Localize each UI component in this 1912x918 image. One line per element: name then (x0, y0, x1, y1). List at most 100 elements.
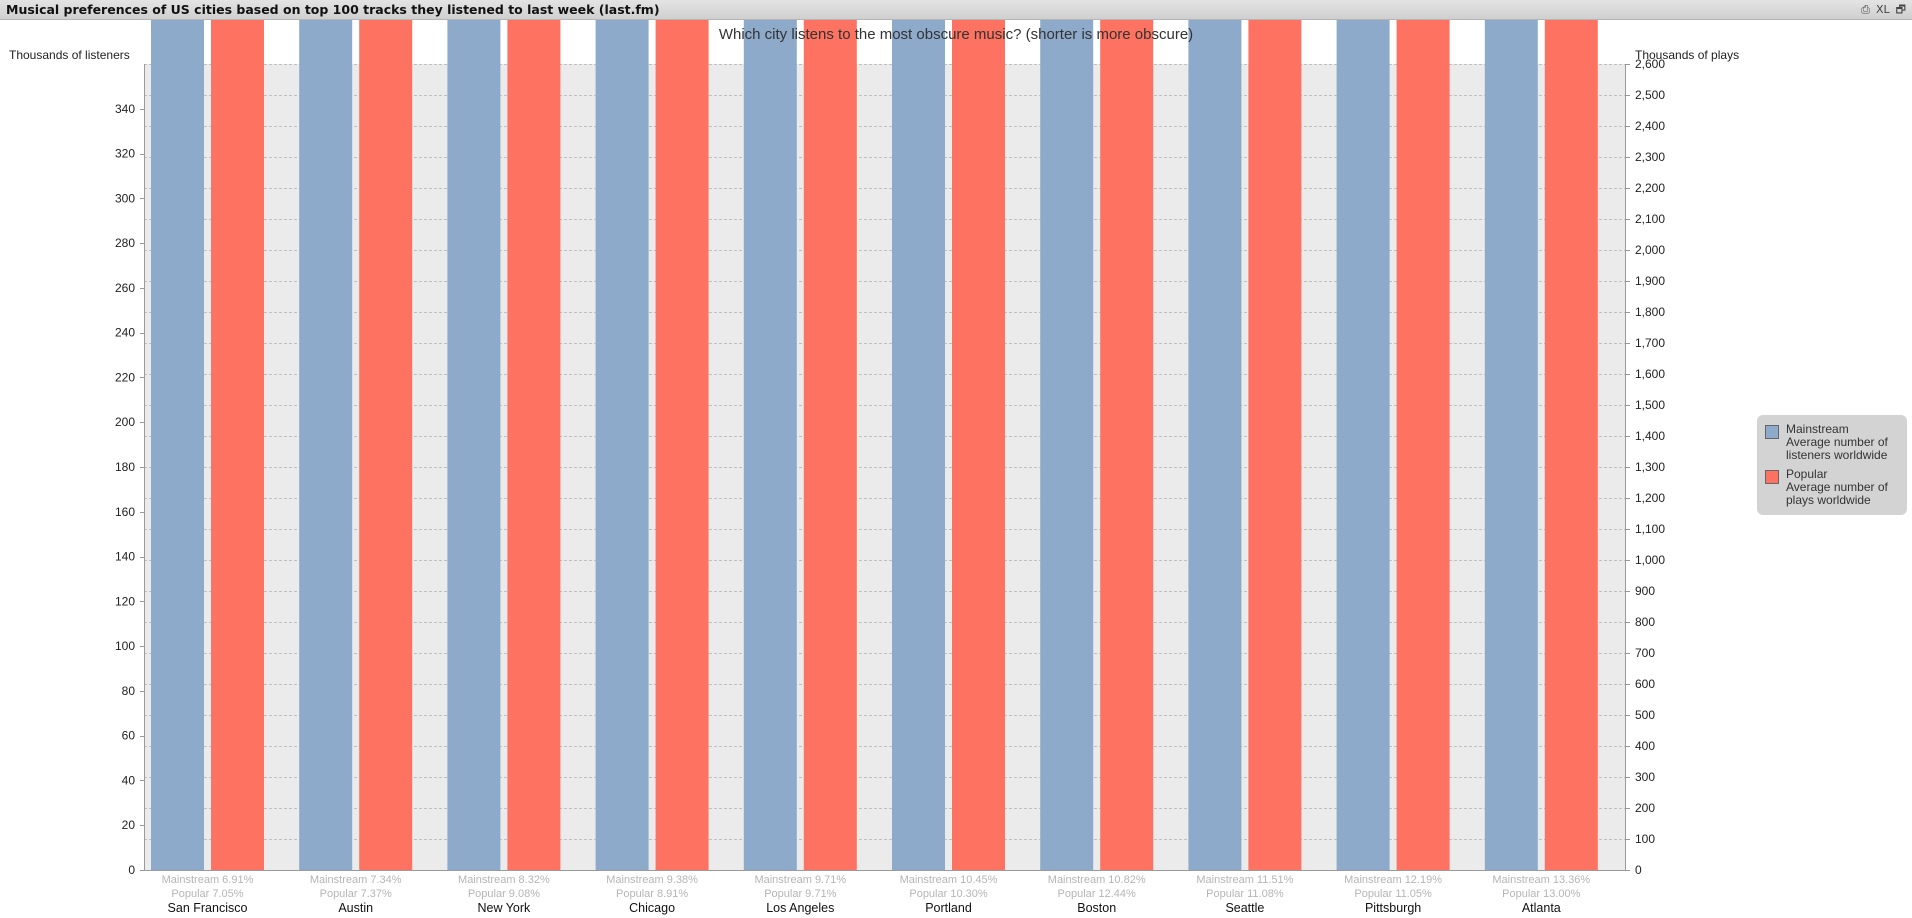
right-tick-label: 1,100 (1635, 522, 1665, 536)
left-tick-label: 140 (115, 550, 135, 564)
x-sublabel-mainstream: Mainstream 13.36% (1492, 874, 1590, 886)
x-category-label: Pittsburgh (1365, 901, 1421, 915)
left-tick-label: 80 (122, 684, 136, 698)
print-icon[interactable]: ⎙ (1861, 3, 1870, 16)
x-sublabel-mainstream: Mainstream 8.32% (458, 874, 550, 886)
bar-popular[interactable] (1544, 20, 1598, 870)
x-sublabel-popular: Popular 9.71% (764, 888, 836, 900)
x-category-label: New York (477, 901, 531, 915)
export-excel-button[interactable]: XL (1875, 3, 1890, 16)
x-sublabel-popular: Popular 12.44% (1058, 888, 1136, 900)
bar-popular[interactable] (803, 20, 857, 870)
title-bar: Musical preferences of US cities based o… (0, 0, 1912, 20)
right-tick-label: 700 (1635, 646, 1655, 660)
x-category-label: San Francisco (168, 901, 248, 915)
right-tick-label: 1,800 (1635, 305, 1665, 319)
right-tick-label: 2,000 (1635, 243, 1665, 257)
left-tick-label: 160 (115, 505, 135, 519)
bar-mainstream[interactable] (1040, 20, 1094, 870)
right-tick-label: 1,400 (1635, 429, 1665, 443)
legend-label-mainstream: Mainstream (1786, 422, 1849, 436)
bar-popular[interactable] (1100, 20, 1154, 870)
legend-swatch-popular (1765, 470, 1779, 484)
bar-mainstream[interactable] (447, 20, 501, 870)
bar-popular[interactable] (211, 20, 264, 870)
x-sublabel-popular: Popular 11.05% (1354, 888, 1432, 900)
x-sublabel-popular: Popular 7.37% (320, 888, 392, 900)
legend-label-popular: Popular (1786, 467, 1828, 481)
bar-mainstream[interactable] (1336, 20, 1390, 870)
bar-mainstream[interactable] (743, 20, 797, 870)
y-axis-label-left: Thousands of listeners (9, 48, 130, 62)
bar-mainstream[interactable] (892, 20, 945, 870)
right-tick-label: 2,600 (1635, 57, 1665, 71)
window-title: Musical preferences of US cities based o… (6, 2, 660, 17)
left-tick-label: 20 (122, 818, 136, 832)
left-tick-label: 0 (128, 863, 135, 877)
right-tick-label: 1,500 (1635, 398, 1665, 412)
x-sublabel-mainstream: Mainstream 12.19% (1344, 874, 1442, 886)
x-category-label: Portland (925, 901, 972, 915)
right-tick-label: 1,300 (1635, 460, 1665, 474)
right-tick-label: 2,100 (1635, 212, 1665, 226)
right-tick-label: 1,700 (1635, 336, 1665, 350)
legend-swatch-mainstream (1765, 425, 1779, 439)
right-tick-label: 300 (1635, 770, 1655, 784)
x-sublabel-mainstream: Mainstream 6.91% (162, 874, 254, 886)
x-sublabel-popular: Popular 11.08% (1206, 888, 1284, 900)
x-sublabel-mainstream: Mainstream 9.38% (606, 874, 698, 886)
left-tick-label: 200 (115, 415, 135, 429)
bar-mainstream[interactable] (151, 20, 204, 870)
left-tick-label: 40 (122, 773, 136, 787)
left-axis-ticks: 0 20 40 60 80 100 120 140 160 180 200 220 240 260 280 3… (115, 102, 144, 877)
bar-popular[interactable] (1248, 20, 1302, 870)
bar-mainstream[interactable] (595, 20, 649, 870)
x-sublabel-popular: Popular 7.05% (171, 888, 243, 900)
bar-popular[interactable] (952, 20, 1005, 870)
y-axis-label-right: Thousands of plays (1635, 48, 1739, 62)
left-tick-label: 180 (115, 460, 135, 474)
restore-window-icon[interactable]: 🗗 (1895, 3, 1906, 16)
left-tick-label: 60 (122, 729, 136, 743)
x-category-label: Boston (1077, 901, 1116, 915)
right-tick-label: 2,500 (1635, 88, 1665, 102)
x-sublabel-popular: Popular 9.08% (468, 888, 540, 900)
right-tick-label: 600 (1635, 677, 1655, 691)
chart-title: Which city listens to the most obscure m… (719, 26, 1193, 43)
right-tick-label: 500 (1635, 708, 1655, 722)
x-category-label: Seattle (1225, 901, 1264, 915)
x-sublabel-mainstream: Mainstream 9.71% (754, 874, 846, 886)
right-tick-label: 2,300 (1635, 150, 1665, 164)
left-tick-label: 280 (115, 236, 135, 250)
x-sublabel-mainstream: Mainstream 11.51% (1196, 874, 1293, 886)
bar-popular[interactable] (655, 20, 709, 870)
window-controls: ⎙ XL 🗗 (1861, 2, 1906, 18)
bar-popular[interactable] (507, 20, 561, 870)
bar-mainstream[interactable] (1188, 20, 1242, 870)
legend-desc-mainstream: Average number of listeners worldwide (1786, 435, 1888, 462)
right-axis-ticks: 0 100 200 300 400 500 600 700 800 900 1,000 1,100 1,… (1626, 57, 1665, 877)
legend-item-popular[interactable]: Popular Average number of plays worldwid… (1761, 465, 1907, 510)
left-tick-label: 100 (115, 639, 135, 653)
bar-chart: 0 20 40 60 80 100 120 140 160 180 200 220 240 260 280 3… (9, 20, 1739, 915)
right-tick-label: 900 (1635, 584, 1655, 598)
left-tick-label: 340 (115, 102, 135, 116)
right-tick-label: 1,000 (1635, 553, 1665, 567)
right-tick-label: 1,900 (1635, 274, 1665, 288)
left-tick-label: 220 (115, 370, 135, 384)
x-sublabel-popular: Popular 13.00% (1502, 888, 1580, 900)
bar-popular[interactable] (359, 20, 413, 870)
x-sublabel-mainstream: Mainstream 10.82% (1048, 874, 1146, 886)
right-tick-label: 1,200 (1635, 491, 1665, 505)
bar-mainstream[interactable] (299, 20, 353, 870)
bar-mainstream[interactable] (1484, 20, 1538, 870)
x-category-label: Los Angeles (766, 901, 834, 915)
bars (151, 20, 1598, 870)
legend-item-mainstream[interactable]: Mainstream Average number of listeners w… (1761, 420, 1907, 465)
right-tick-label: 100 (1635, 832, 1655, 846)
right-tick-label: 2,400 (1635, 119, 1665, 133)
bar-popular[interactable] (1396, 20, 1450, 870)
right-tick-label: 800 (1635, 615, 1655, 629)
right-tick-label: 400 (1635, 739, 1655, 753)
